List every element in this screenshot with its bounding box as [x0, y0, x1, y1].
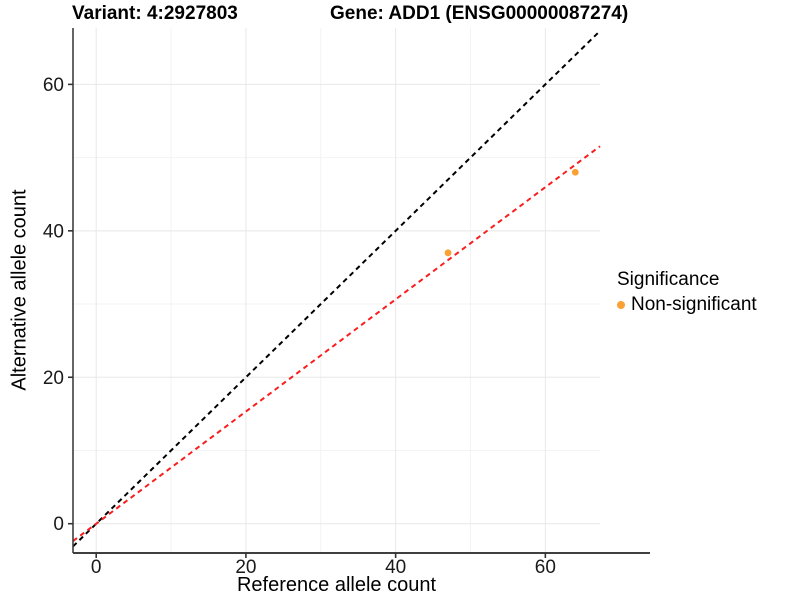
data-point — [571, 168, 579, 176]
legend-item: Non-significant — [617, 294, 757, 316]
fit-line — [72, 145, 601, 542]
x-tick-label: 20 — [235, 557, 256, 578]
legend: Significance Non-significant — [617, 268, 757, 316]
x-tick-label: 60 — [535, 557, 556, 578]
legend-point-icon — [617, 301, 625, 309]
legend-item-label: Non-significant — [631, 294, 757, 315]
x-tick-label: 40 — [385, 557, 406, 578]
y-tick-label: 20 — [43, 368, 64, 389]
y-tick-label: 60 — [43, 75, 64, 96]
identity-line — [72, 30, 601, 548]
variant-title: Variant: 4:2927803 — [72, 3, 238, 24]
x-tick-label: 0 — [91, 557, 102, 578]
gene-title: Gene: ADD1 (ENSG00000087274) — [330, 3, 629, 24]
legend-title: Significance — [617, 269, 720, 290]
data-point — [444, 249, 452, 257]
y-tick-label: 40 — [43, 221, 64, 242]
y-tick-label: 0 — [53, 514, 64, 535]
y-axis-title: Alternative allele count — [8, 189, 31, 391]
x-axis-title: Reference allele count — [236, 574, 436, 596]
